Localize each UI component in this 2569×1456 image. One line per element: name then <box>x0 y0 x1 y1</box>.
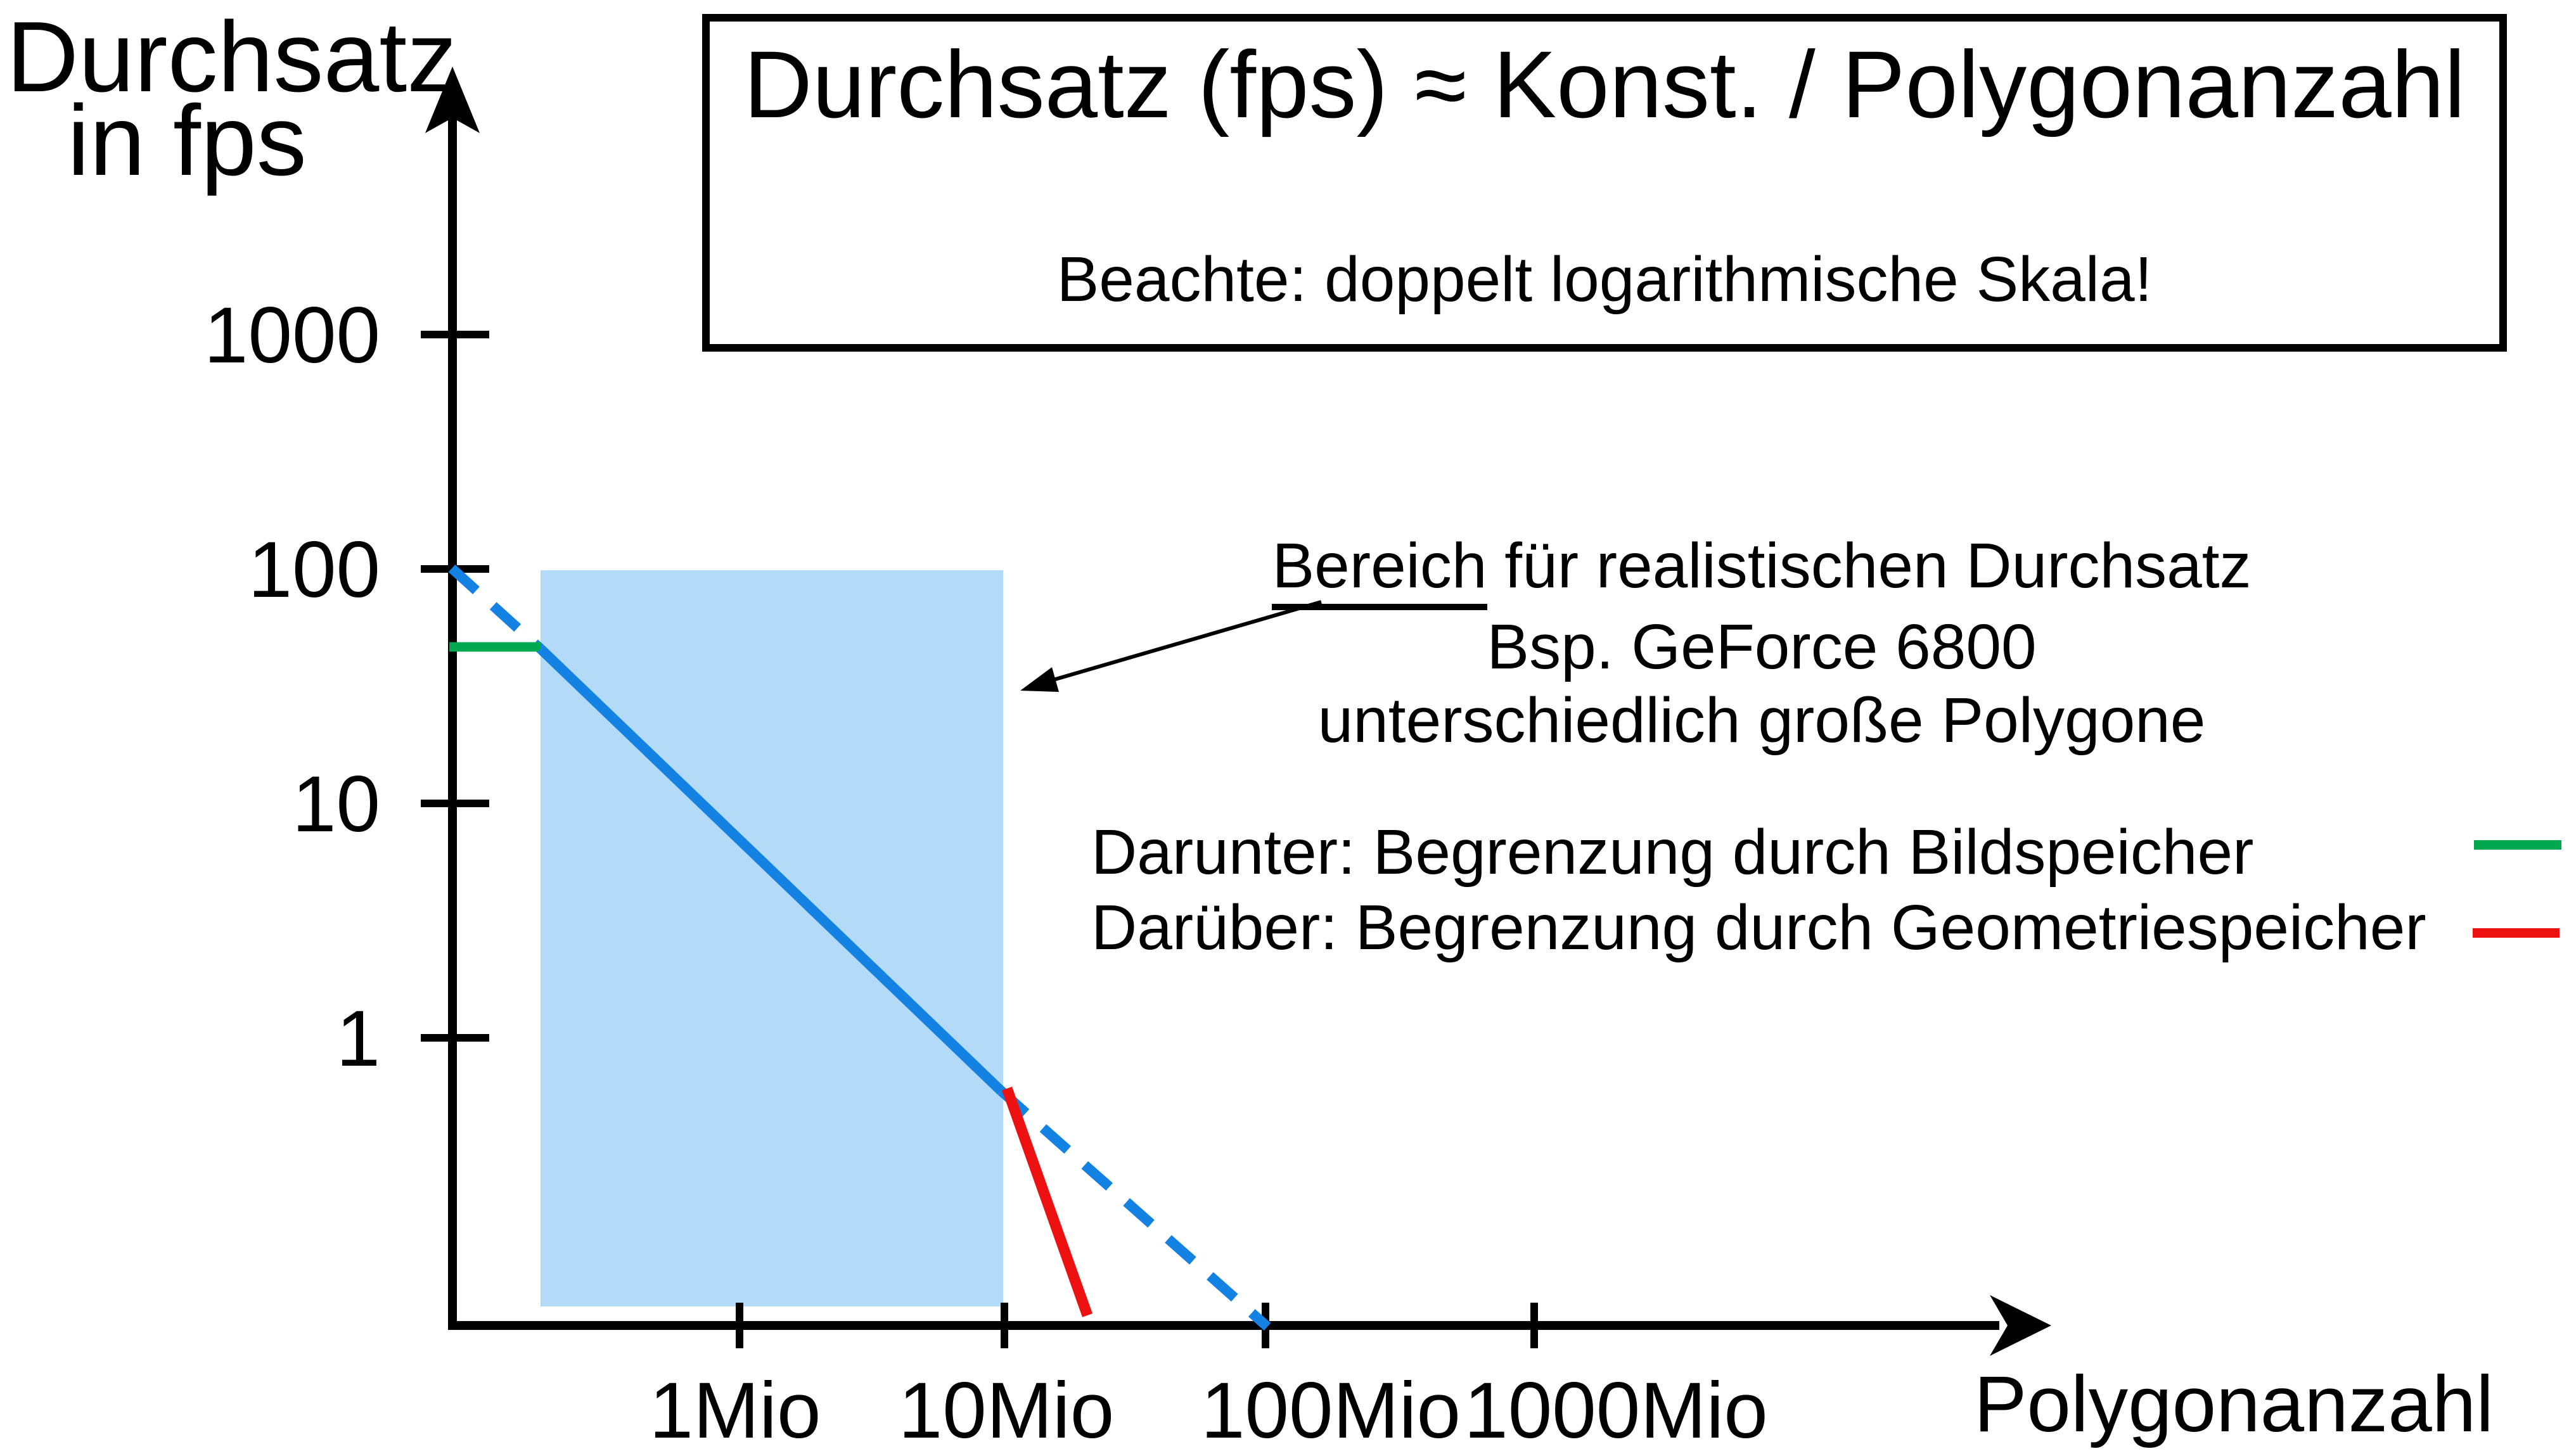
ideal-dashed-line-lower <box>997 1087 1271 1331</box>
y-tick-label-1000: 1000 <box>203 291 380 380</box>
y-axis-title-line2: in fps <box>67 85 307 196</box>
annotation-line1: Bereich für realistischen Durchsatz <box>1223 529 2300 610</box>
y-tick-label-100: 100 <box>248 526 380 614</box>
formula-box: Durchsatz (fps) ≈ Konst. / Polygonanzahl… <box>702 14 2507 352</box>
x-tick-label-1mio: 1Mio <box>649 1367 821 1455</box>
x-axis-arrowhead <box>1990 1295 2051 1356</box>
formula-text: Durchsatz (fps) ≈ Konst. / Polygonanzahl <box>743 31 2466 137</box>
geometriespeicher-limit-line <box>1001 1087 1093 1317</box>
realistic-region-rect <box>541 570 1003 1306</box>
annotation-arrowhead <box>1020 667 1059 692</box>
y-axis-arrowhead <box>425 67 480 133</box>
legend-row-bildspeicher: Darunter: Begrenzung durch Bildspeicher <box>1091 817 2254 888</box>
y-axis-title-line1: Durchsatz <box>6 1 458 113</box>
y-tick-label-1: 1 <box>336 995 380 1083</box>
ideal-dashed-line-upper <box>448 565 544 653</box>
annotation-line2: Bsp. GeForce 6800 <box>1487 611 2037 682</box>
annotation-underlined-word: Bereich <box>1272 529 1487 610</box>
legend: Darunter: Begrenzung durch Bildspeicher … <box>1091 815 2426 966</box>
log-scale-note: Beachte: doppelt logarithmische Skala! <box>1056 244 2153 315</box>
legend-swatch-green <box>2474 840 2561 850</box>
legend-swatch-red <box>2473 928 2559 938</box>
annotation-line1-rest: für realistischen Durchsatz <box>1487 530 2252 601</box>
realistic-throughput-line <box>537 645 1005 1095</box>
x-tick-label-100mio: 100Mio <box>1201 1367 1461 1455</box>
x-tick-label-10mio: 10Mio <box>898 1367 1115 1455</box>
x-axis-title: Polygonanzahl <box>1973 1360 2494 1448</box>
annotation-line3: unterschiedlich große Polygone <box>1317 685 2206 756</box>
x-tick-label-1000mio: 1000Mio <box>1464 1367 1768 1455</box>
y-axis-title: Durchsatz in fps <box>6 1 458 196</box>
y-tick-label-10: 10 <box>291 760 380 848</box>
annotation: Bereich für realistischen Durchsatz Bsp.… <box>1223 529 2300 757</box>
legend-row-geometriespeicher: Darüber: Begrenzung durch Geometriespeic… <box>1091 892 2426 963</box>
annotation-arrow-line <box>1042 600 1322 685</box>
